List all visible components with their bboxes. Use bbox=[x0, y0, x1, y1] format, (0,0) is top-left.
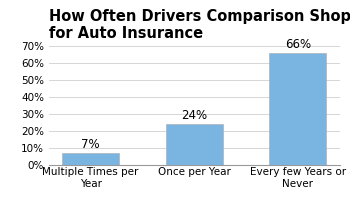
Text: How Often Drivers Comparison Shop
for Auto Insurance: How Often Drivers Comparison Shop for Au… bbox=[49, 9, 350, 41]
Bar bbox=[62, 153, 119, 165]
Text: 66%: 66% bbox=[285, 38, 311, 51]
Bar bbox=[166, 124, 223, 165]
Bar bbox=[270, 53, 326, 165]
Text: 24%: 24% bbox=[181, 109, 207, 122]
Text: 7%: 7% bbox=[81, 138, 100, 151]
